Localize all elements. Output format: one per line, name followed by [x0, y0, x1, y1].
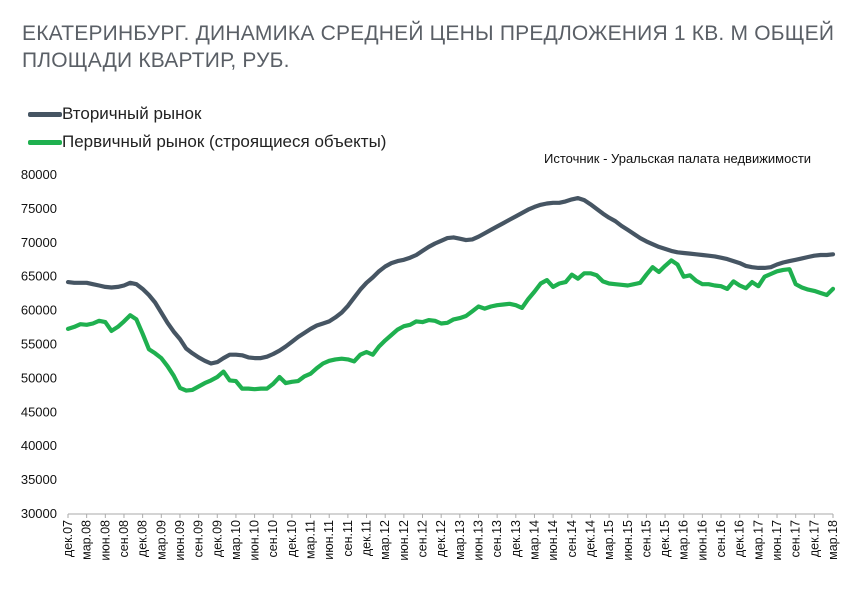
x-tick-label: июн.15: [621, 520, 635, 561]
x-tick-label: июн.11: [322, 520, 336, 560]
y-tick-label: 80000: [21, 167, 57, 182]
chart-title: ЕКАТЕРИНБУРГ. ДИНАМИКА СРЕДНЕЙ ЦЕНЫ ПРЕД…: [22, 22, 835, 72]
x-tick-label: мар.14: [527, 520, 541, 560]
x-tick-label: дек.10: [285, 520, 299, 557]
y-tick-label: 55000: [21, 337, 57, 352]
x-tick-label: мар.11: [304, 520, 318, 559]
y-tick-label: 40000: [21, 438, 57, 453]
y-tick-label: 65000: [21, 269, 57, 284]
x-tick-label: сен.16: [714, 520, 728, 558]
x-tick-label: сен.10: [266, 520, 280, 558]
x-tick-label: мар.12: [378, 520, 392, 560]
y-tick-label: 70000: [21, 235, 57, 250]
x-tick-label: сен.15: [639, 520, 653, 558]
x-tick-label: июн.13: [471, 520, 485, 561]
x-tick-label: мар.17: [751, 520, 765, 560]
y-tick-label: 60000: [21, 303, 57, 318]
x-tick-label: июн.10: [248, 520, 262, 561]
y-tick-label: 75000: [21, 201, 57, 216]
x-tick-label: мар.08: [80, 520, 94, 560]
legend-label-secondary: Вторичный рынок: [62, 104, 202, 123]
x-tick-label: июн.09: [173, 520, 187, 561]
x-tick-label: сен.08: [117, 520, 131, 558]
series-line-primary: [65, 258, 836, 393]
y-tick-label: 35000: [21, 472, 57, 487]
x-tick-label: дек.08: [136, 520, 150, 557]
source-note: Источник - Уральская палата недвижимости: [544, 151, 812, 166]
legend-item-primary: Первичный рынок (строящиеся объекты): [28, 128, 386, 156]
x-tick-label: мар.15: [602, 520, 616, 560]
x-tick-label: дек.17: [807, 520, 821, 557]
x-tick-label: дек.09: [210, 520, 224, 557]
y-tick-label: 30000: [21, 506, 57, 521]
x-tick-label: июн.08: [98, 520, 112, 561]
x-tick-label: мар.18: [826, 520, 840, 560]
legend-label-primary: Первичный рынок (строящиеся объекты): [62, 132, 387, 151]
x-tick-label: дек.07: [61, 520, 75, 557]
x-tick-label: мар.10: [229, 520, 243, 560]
legend: Вторичный рынок Первичный рынок (строящи…: [28, 100, 386, 156]
series-line-secondary: [65, 196, 836, 366]
x-tick-label: сен.09: [192, 520, 206, 558]
x-tick-label: сен.17: [789, 520, 803, 558]
x-tick-label: дек.16: [733, 520, 747, 557]
x-tick-label: июн.12: [397, 520, 411, 561]
x-tick-label: дек.14: [583, 520, 597, 557]
legend-item-secondary: Вторичный рынок: [28, 100, 386, 128]
x-tick-label: сен.14: [565, 520, 579, 558]
x-tick-label: сен.12: [416, 520, 430, 558]
x-tick-label: дек.13: [509, 520, 523, 557]
y-tick-label: 45000: [21, 404, 57, 419]
legend-swatch-primary: [28, 139, 62, 145]
x-tick-label: мар.16: [677, 520, 691, 560]
x-tick-label: дек.12: [434, 520, 448, 557]
legend-swatch-secondary: [28, 111, 62, 117]
x-tick-label: дек.15: [658, 520, 672, 557]
x-tick-label: сен.11: [341, 520, 355, 557]
x-tick-label: мар.13: [453, 520, 467, 560]
y-tick-label: 50000: [21, 370, 57, 385]
x-tick-label: дек.11: [360, 520, 374, 556]
x-tick-label: сен.13: [490, 520, 504, 558]
x-tick-label: мар.09: [154, 520, 168, 560]
x-tick-label: июн.14: [546, 520, 560, 561]
x-tick-label: июн.17: [770, 520, 784, 561]
x-tick-label: июн.16: [695, 520, 709, 561]
